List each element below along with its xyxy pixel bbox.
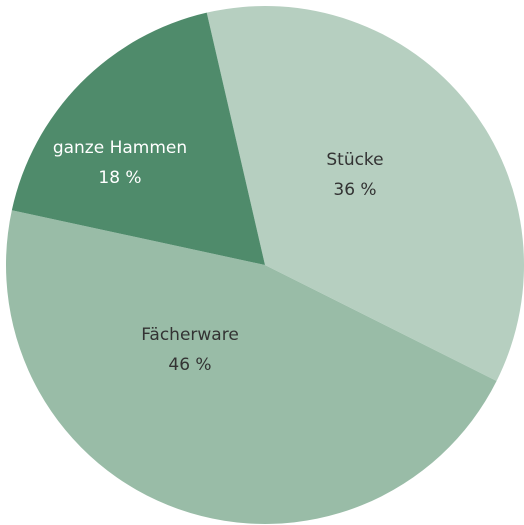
slice-value: 46 % xyxy=(168,355,211,375)
slice-value: 18 % xyxy=(98,168,141,188)
pie-slice xyxy=(206,5,524,381)
slice-label: Stücke xyxy=(326,150,383,170)
pie-slice xyxy=(6,210,497,524)
slice-label: ganze Hammen xyxy=(53,138,187,158)
slice-label: Fächerware xyxy=(141,325,239,345)
pie-slice xyxy=(11,12,265,265)
slice-value: 36 % xyxy=(333,180,376,200)
